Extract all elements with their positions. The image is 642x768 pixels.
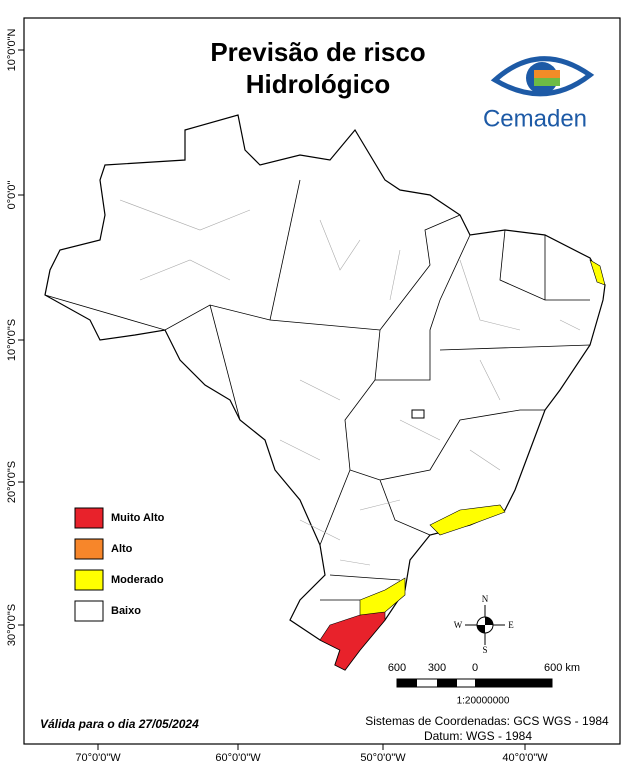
map-frame	[23, 17, 621, 745]
legend: Muito Alto Alto Moderado Baixo	[74, 507, 165, 622]
risk-area	[359, 577, 406, 616]
legend-swatch	[74, 569, 104, 591]
region-border	[119, 199, 581, 566]
title-line: Previsão de risco	[210, 37, 425, 67]
legend-swatch	[74, 600, 104, 622]
brazil-map	[44, 114, 606, 671]
scale-ratio: 1:20000000	[457, 696, 510, 707]
logo: Cemaden	[483, 56, 595, 132]
datum: Datum: WGS - 1984	[424, 729, 532, 743]
scale-bar: 600 300 0 600 km 1:20000000	[388, 662, 580, 707]
graticule-ticks	[18, 49, 526, 750]
legend-label: Baixo	[111, 605, 141, 617]
legend-swatch	[74, 507, 104, 529]
longitude-label: 50°0'0"W	[360, 752, 406, 764]
legend-label: Moderado	[111, 574, 164, 586]
logo-text: Cemaden	[483, 105, 587, 132]
legend-label: Muito Alto	[111, 512, 165, 524]
scale-label: 600	[388, 662, 406, 674]
scale-label: 600 km	[544, 662, 580, 674]
graticule-labels: 10°0'0"N 0°0'0" 10°0'0"S 20°0'0"S 30°0'0"S 70…	[6, 29, 548, 764]
latitude-label: 30°0'0"S	[6, 604, 18, 646]
latitude-label: 10°0'0"S	[6, 319, 18, 361]
compass-s: S	[482, 645, 487, 655]
compass-n: N	[482, 594, 489, 604]
title-line: Hidrológico	[246, 69, 390, 99]
risk-area	[589, 259, 606, 286]
scale-label: 0	[472, 662, 478, 674]
longitude-label: 60°0'0"W	[215, 752, 261, 764]
longitude-label: 70°0'0"W	[75, 752, 121, 764]
compass: N S E W	[454, 594, 515, 655]
latitude-label: 0°0'0"	[6, 181, 18, 210]
validity: Válida para o dia 27/05/2024	[40, 717, 199, 731]
coordinate-system: Sistemas de Coordenadas: GCS WGS - 1984	[365, 714, 609, 728]
state-border	[44, 179, 591, 601]
federal-district	[411, 409, 425, 419]
latitude-label: 10°0'0"N	[6, 29, 18, 72]
longitude-label: 40°0'0"W	[502, 752, 548, 764]
risk-area	[429, 504, 506, 536]
compass-e: E	[508, 620, 514, 630]
legend-label: Alto	[111, 543, 133, 555]
legend-swatch	[74, 538, 104, 560]
compass-w: W	[454, 620, 463, 630]
latitude-label: 20°0'0"S	[6, 461, 18, 503]
scale-label: 300	[428, 662, 446, 674]
